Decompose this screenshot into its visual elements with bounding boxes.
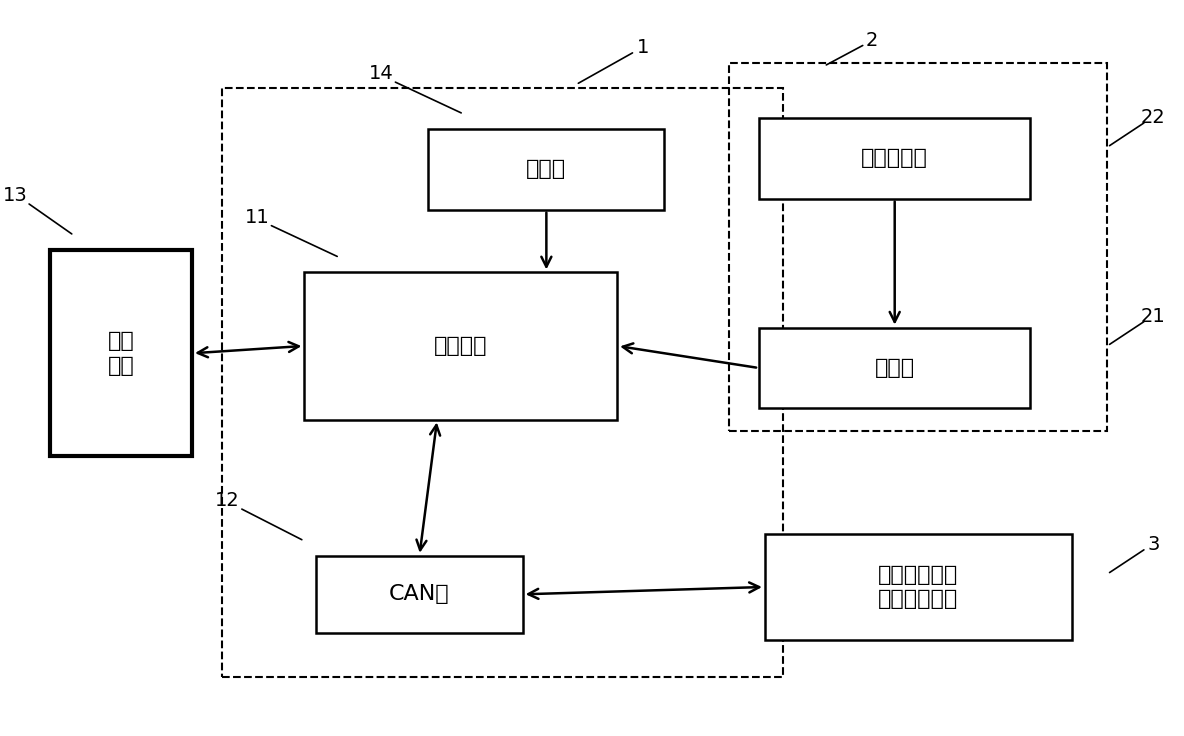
Text: 11: 11 (245, 208, 270, 227)
Text: CAN卡: CAN卡 (390, 584, 450, 604)
Text: 12: 12 (215, 491, 240, 510)
Text: 22: 22 (1141, 108, 1166, 127)
Text: 分析
软件: 分析 软件 (108, 331, 135, 375)
Text: 身份识别卡: 身份识别卡 (861, 148, 928, 169)
Text: 触摸笔: 触摸笔 (527, 159, 566, 180)
Text: 21: 21 (1141, 307, 1166, 326)
Text: 14: 14 (368, 64, 393, 83)
Text: 1: 1 (637, 38, 649, 57)
FancyBboxPatch shape (759, 328, 1030, 408)
FancyBboxPatch shape (51, 250, 192, 456)
FancyBboxPatch shape (759, 118, 1030, 199)
Text: 读卡器: 读卡器 (875, 358, 915, 378)
Text: 13: 13 (2, 185, 27, 205)
FancyBboxPatch shape (304, 272, 617, 420)
Text: 3: 3 (1147, 535, 1159, 554)
FancyBboxPatch shape (316, 556, 523, 633)
Text: 触屏电脑: 触屏电脑 (435, 336, 488, 356)
FancyBboxPatch shape (429, 129, 664, 210)
Text: 血压及脉搏波
信号采集部件: 血压及脉搏波 信号采集部件 (879, 565, 958, 609)
Text: 2: 2 (866, 31, 879, 50)
FancyBboxPatch shape (765, 534, 1072, 640)
